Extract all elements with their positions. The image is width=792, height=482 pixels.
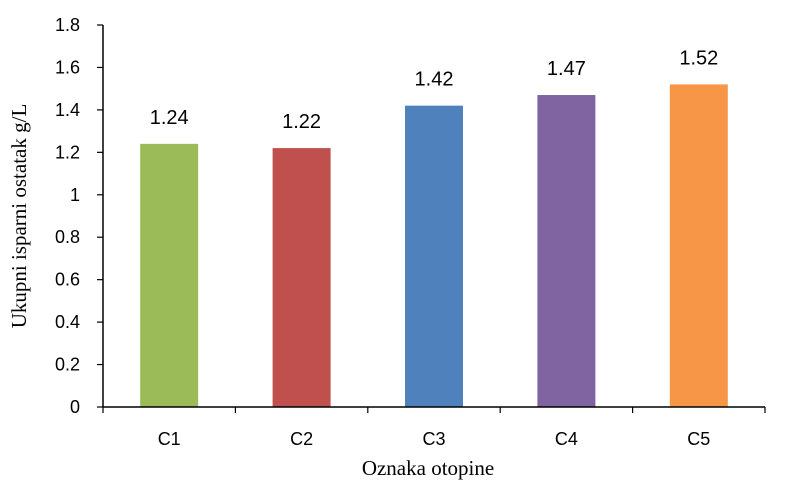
y-tick-label: 0.4 [55,312,80,332]
x-tick-label: C4 [555,429,578,449]
x-tick-label: C3 [422,429,445,449]
data-label: 1.42 [415,69,454,91]
y-tick-label: 0.8 [55,227,80,247]
data-label: 1.52 [679,47,718,69]
y-tick-label: 1.6 [55,57,80,77]
y-tick-label: 0.6 [55,270,80,290]
bar-c3 [405,105,463,408]
y-tick-label: 1.8 [55,15,80,35]
y-tick-label: 0.2 [55,355,80,375]
y-tick-label: 1.2 [55,142,80,162]
bar-c1 [140,143,199,407]
x-tick-label: C1 [158,429,181,449]
x-tick-label: C5 [687,429,710,449]
bar-c2 [272,148,331,408]
x-axis-ticks: C1 C2 C3 C4 C5 [102,407,766,449]
y-axis-ticks: 0 0.2 0.4 0.6 0.8 1 1.2 1.4 1.6 1.8 [55,15,103,417]
data-label: 1.24 [150,107,189,129]
y-tick-label: 0 [70,397,80,417]
bars [140,84,728,408]
data-label: 1.47 [547,58,586,80]
bar-c5 [669,84,728,407]
y-tick-label: 1 [70,185,80,205]
y-tick-label: 1.4 [55,100,80,120]
y-axis-title: Ukupni isparni ostatak g/L [7,104,31,329]
data-labels: 1.24 1.22 1.42 1.47 1.52 [150,47,719,133]
data-label: 1.22 [282,111,321,133]
bar-c4 [537,95,596,408]
x-axis-title: Oznaka otopine [362,456,494,480]
x-tick-label: C2 [290,429,313,449]
